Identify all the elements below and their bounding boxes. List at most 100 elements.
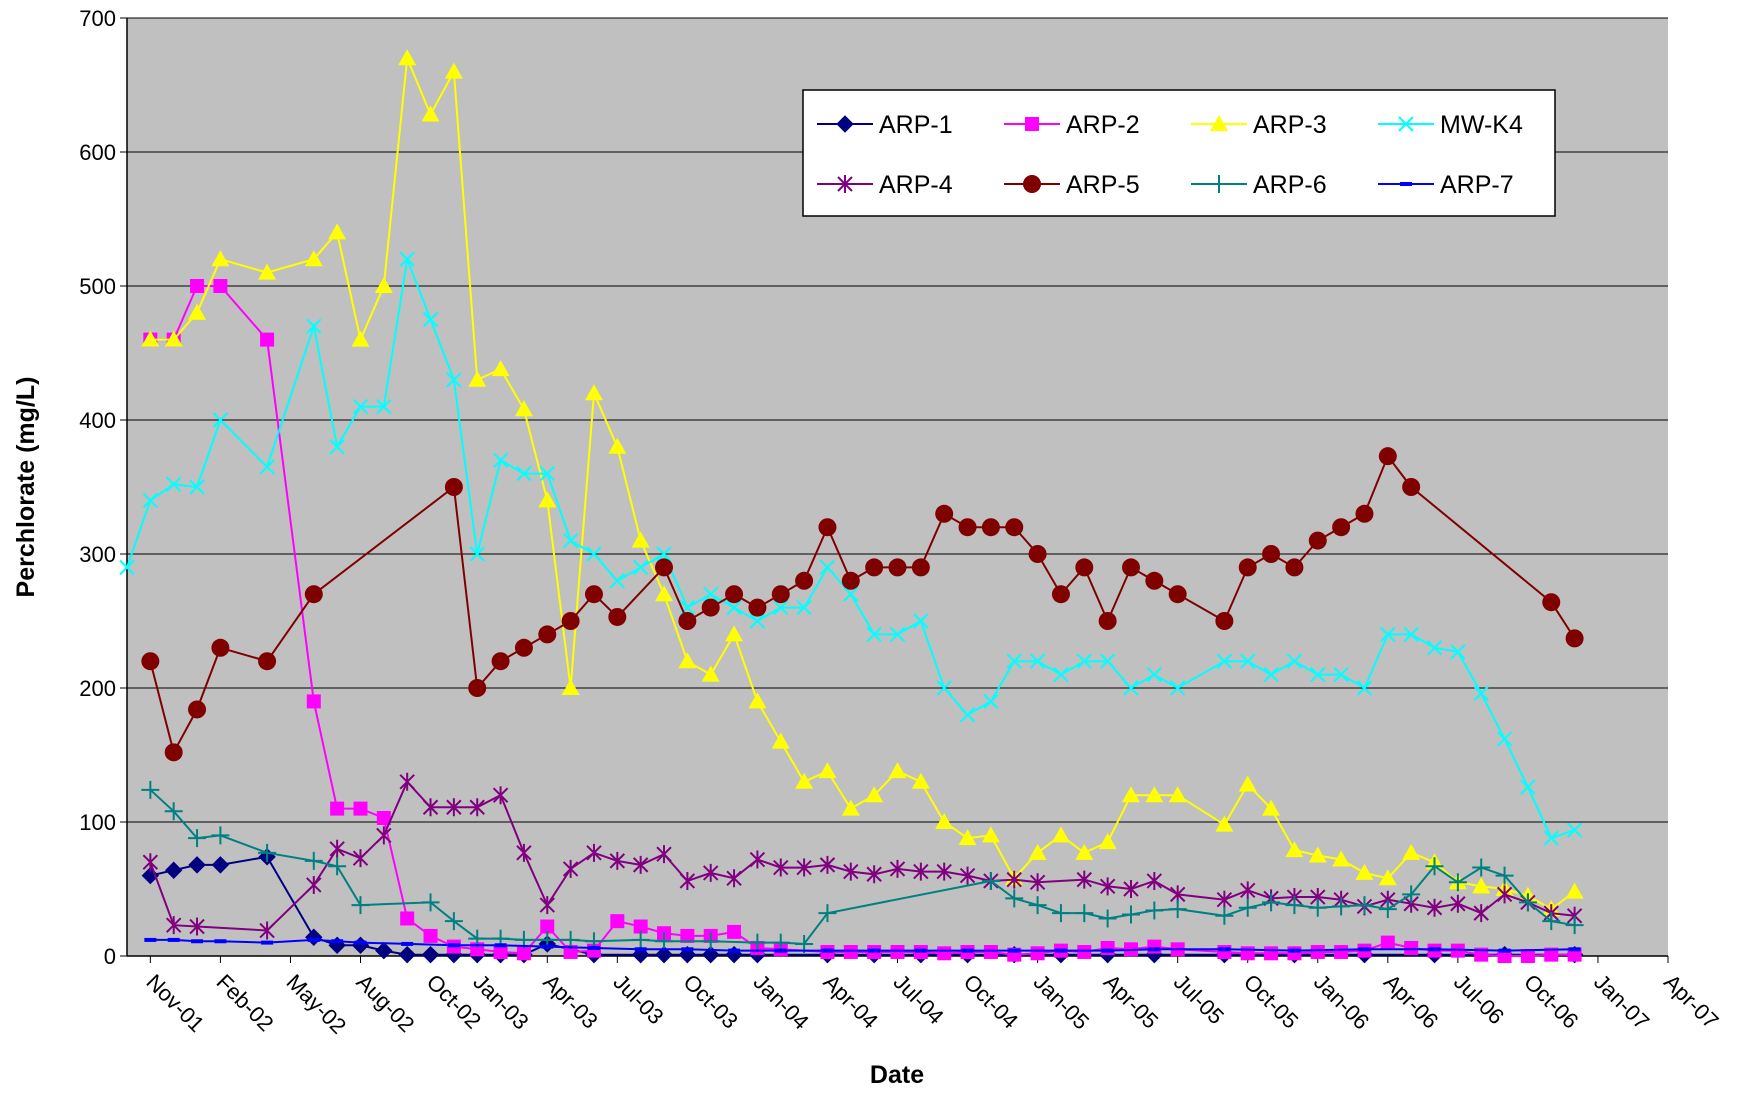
x-tick-label: Jan-03 <box>468 969 533 1034</box>
marker <box>1448 873 1467 892</box>
marker <box>837 175 853 193</box>
marker <box>189 917 205 936</box>
marker <box>1285 896 1304 915</box>
marker <box>188 856 206 874</box>
marker <box>421 945 440 964</box>
marker <box>586 546 602 562</box>
y-tick-label: 100 <box>79 810 116 835</box>
marker <box>1029 653 1046 669</box>
marker <box>164 743 183 762</box>
legend-label: ARP-2 <box>1066 111 1140 139</box>
marker <box>444 62 463 79</box>
marker <box>889 626 906 643</box>
marker <box>1145 901 1164 920</box>
marker <box>748 933 767 952</box>
y-tick-label: 200 <box>79 676 116 701</box>
marker <box>818 904 837 923</box>
x-tick-label: Nov-01 <box>141 969 209 1037</box>
marker <box>1332 897 1351 916</box>
marker <box>749 850 766 869</box>
marker <box>119 559 135 576</box>
marker <box>726 869 742 888</box>
marker <box>491 652 510 671</box>
marker <box>189 479 205 495</box>
marker <box>562 859 579 878</box>
marker <box>1075 843 1094 860</box>
marker <box>329 439 345 455</box>
marker <box>304 851 323 870</box>
marker <box>911 772 930 789</box>
marker <box>632 855 649 874</box>
marker <box>703 586 719 602</box>
marker <box>1240 881 1256 900</box>
marker <box>1146 666 1163 683</box>
legend-label: MW-K4 <box>1440 111 1523 139</box>
marker <box>328 857 347 876</box>
marker <box>1332 518 1351 537</box>
marker <box>1450 894 1466 913</box>
marker <box>423 928 438 943</box>
marker <box>444 478 463 496</box>
marker <box>258 652 277 671</box>
marker <box>562 532 579 549</box>
marker <box>259 921 275 940</box>
marker <box>376 826 392 845</box>
x-tick-label: Oct-04 <box>959 969 1023 1033</box>
marker <box>680 928 695 943</box>
marker <box>328 223 347 240</box>
marker <box>1098 833 1117 850</box>
marker <box>679 871 696 890</box>
marker <box>981 518 1000 537</box>
marker <box>352 849 369 868</box>
marker <box>375 941 393 960</box>
marker <box>727 924 742 939</box>
x-tick-label: Feb-02 <box>212 969 279 1036</box>
marker <box>421 105 440 122</box>
marker <box>304 250 323 267</box>
marker <box>1378 447 1397 466</box>
marker <box>1121 905 1140 924</box>
marker <box>190 279 205 293</box>
marker <box>935 813 954 829</box>
marker <box>492 786 509 805</box>
marker <box>958 518 977 537</box>
marker <box>1310 666 1326 683</box>
marker <box>1238 558 1257 577</box>
marker <box>1023 175 1041 193</box>
x-tick-label: May-02 <box>282 969 352 1039</box>
marker <box>561 612 580 630</box>
marker <box>400 911 415 926</box>
marker <box>1099 653 1116 669</box>
marker <box>631 930 650 949</box>
x-tick-label: Jul-05 <box>1169 969 1229 1029</box>
marker <box>748 598 767 617</box>
x-tick-label: Jan-07 <box>1589 969 1654 1034</box>
marker <box>1496 885 1513 904</box>
marker <box>819 559 836 576</box>
marker <box>584 585 603 604</box>
marker <box>422 798 439 817</box>
marker <box>164 802 183 821</box>
x-tick-label: Apr-03 <box>538 969 602 1033</box>
marker <box>188 700 207 719</box>
marker <box>330 801 345 816</box>
marker <box>656 546 672 562</box>
x-tick-label: Jan-06 <box>1309 969 1374 1034</box>
marker <box>609 851 626 870</box>
marker <box>211 826 230 845</box>
marker <box>165 916 182 935</box>
marker <box>142 492 159 509</box>
series-line <box>126 255 1575 840</box>
marker <box>1332 850 1351 867</box>
marker <box>1006 653 1022 669</box>
marker <box>749 613 766 629</box>
legend-label: ARP-4 <box>879 171 953 199</box>
marker <box>1473 904 1489 923</box>
marker <box>468 679 487 697</box>
marker <box>141 330 160 347</box>
marker <box>1076 653 1092 669</box>
marker <box>936 680 952 696</box>
legend-label: ARP-7 <box>1440 171 1514 199</box>
marker <box>304 585 323 604</box>
